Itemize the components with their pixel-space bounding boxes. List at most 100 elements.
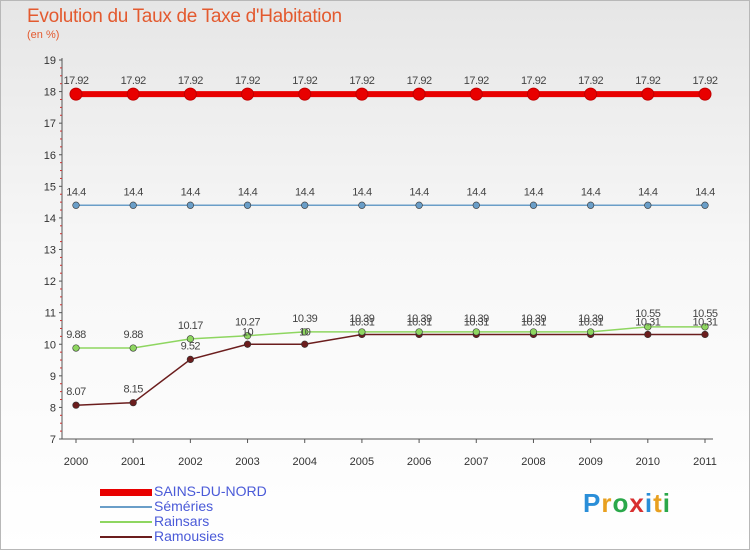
legend-label-ramousies: Ramousies: [154, 528, 225, 544]
data-label-ramousies: 10.31: [692, 316, 717, 328]
data-label-semeries: 14.4: [181, 186, 201, 198]
data-label-ramousies: 10.31: [349, 316, 374, 328]
data-point-semeries: [644, 201, 652, 209]
data-label-rainsars: 9.88: [66, 329, 86, 341]
data-point-rainsars: [301, 328, 309, 336]
y-tick-label: 13: [44, 245, 56, 257]
data-label-sains-du-nord: 17.92: [292, 75, 317, 87]
data-label-rainsars: 10.39: [521, 313, 546, 325]
logo-letter: i: [662, 488, 671, 518]
data-point-ramousies: [129, 399, 137, 407]
legend-item-rainsars[interactable]: Rainsars: [100, 513, 320, 530]
data-label-sains-du-nord: 17.92: [235, 75, 260, 87]
data-point-sains-du-nord: [183, 87, 197, 101]
x-tick-label: 2000: [64, 456, 88, 468]
y-tick-label: 14: [44, 213, 56, 225]
y-tick-label: 18: [44, 87, 56, 99]
y-tick-label: 15: [44, 181, 56, 193]
logo-letter: i: [644, 488, 654, 518]
data-label-semeries: 14.4: [295, 186, 315, 198]
x-tick-label: 2001: [121, 456, 145, 468]
y-tick-label: 11: [45, 308, 56, 320]
data-label-sains-du-nord: 17.92: [521, 75, 546, 87]
logo-letter: P: [583, 488, 602, 518]
data-point-rainsars: [129, 344, 137, 352]
y-tick-label: 19: [44, 55, 56, 67]
data-label-sains-du-nord: 17.92: [407, 75, 432, 87]
data-point-sains-du-nord: [641, 87, 655, 101]
data-label-rainsars: 9.88: [123, 329, 143, 341]
data-label-semeries: 14.4: [638, 186, 658, 198]
data-label-ramousies: 10.31: [578, 316, 603, 328]
legend-swatch-rainsars: [100, 521, 152, 523]
data-point-sains-du-nord: [241, 87, 255, 101]
data-point-sains-du-nord: [126, 87, 140, 101]
data-point-semeries: [301, 201, 309, 209]
legend-swatch-ramousies: [100, 536, 152, 538]
logo-letter: r: [601, 488, 613, 518]
data-point-rainsars: [644, 323, 652, 331]
x-tick-label: 2004: [292, 456, 316, 468]
proxiti-logo: Proxiti: [583, 488, 671, 519]
x-tick-label: 2003: [235, 456, 259, 468]
data-label-semeries: 14.4: [581, 186, 601, 198]
data-label-sains-du-nord: 17.92: [178, 75, 203, 87]
data-point-rainsars: [358, 328, 366, 336]
legend: SAINS-DU-NORD Séméries Rainsars Ramousie…: [100, 483, 320, 545]
data-point-rainsars: [415, 328, 423, 336]
data-point-rainsars: [587, 328, 595, 336]
logo-letter: t: [653, 488, 663, 518]
data-label-sains-du-nord: 17.92: [349, 75, 374, 87]
data-label-rainsars: 10.39: [292, 313, 317, 325]
data-point-ramousies: [186, 355, 194, 364]
legend-item-semeries[interactable]: Séméries: [100, 498, 320, 515]
legend-item-ramousies[interactable]: Ramousies: [100, 528, 320, 545]
data-point-ramousies: [243, 340, 252, 348]
data-point-ramousies: [301, 340, 309, 348]
data-point-semeries: [415, 201, 423, 209]
series-line-rainsars: [76, 326, 705, 349]
data-point-semeries: [701, 201, 709, 209]
data-label-sains-du-nord: 17.92: [464, 75, 489, 87]
data-label-ramousies: 8.07: [66, 386, 86, 398]
data-label-semeries: 14.4: [524, 186, 544, 198]
data-point-rainsars: [72, 344, 80, 352]
data-label-semeries: 14.4: [123, 186, 143, 198]
data-point-sains-du-nord: [355, 87, 369, 101]
data-point-sains-du-nord: [698, 87, 712, 101]
x-tick-label: 2011: [693, 456, 717, 468]
y-tick-label: 9: [50, 371, 56, 383]
data-point-semeries: [186, 201, 194, 209]
data-label-ramousies: 10: [242, 326, 254, 338]
data-point-semeries: [243, 201, 252, 209]
data-label-rainsars: 10.55: [635, 308, 660, 320]
legend-swatch-sains-du-nord: [100, 489, 152, 496]
legend-item-sains-du-nord[interactable]: SAINS-DU-NORD: [100, 483, 320, 500]
x-tick-label: 2005: [350, 456, 374, 468]
data-point-sains-du-nord: [584, 87, 598, 101]
data-point-rainsars: [243, 332, 252, 340]
logo-letter: x: [629, 488, 645, 518]
data-label-ramousies: 10.31: [407, 316, 432, 328]
data-point-semeries: [587, 201, 595, 209]
x-tick-label: 2010: [636, 456, 660, 468]
y-tick-label: 16: [44, 150, 56, 162]
y-tick-label: 17: [44, 118, 56, 130]
legend-swatch-semeries: [100, 506, 152, 508]
data-label-sains-du-nord: 17.92: [63, 75, 88, 87]
legend-label-sains-du-nord: SAINS-DU-NORD: [154, 483, 267, 499]
data-label-rainsars: 10.17: [178, 320, 203, 332]
data-label-sains-du-nord: 17.92: [578, 75, 603, 87]
data-point-rainsars: [701, 323, 709, 331]
data-label-semeries: 14.4: [467, 186, 487, 198]
data-point-ramousies: [701, 330, 709, 339]
x-tick-label: 2009: [578, 456, 602, 468]
data-point-sains-du-nord: [69, 87, 83, 101]
y-tick-label: 8: [50, 402, 56, 414]
data-label-rainsars: 10.55: [692, 308, 717, 320]
y-axis-unit-label: (en %): [27, 29, 60, 41]
series-line-ramousies: [75, 333, 705, 406]
data-point-semeries: [472, 201, 480, 209]
data-label-ramousies: 10.31: [464, 316, 489, 328]
data-label-rainsars: 10.39: [349, 313, 374, 325]
